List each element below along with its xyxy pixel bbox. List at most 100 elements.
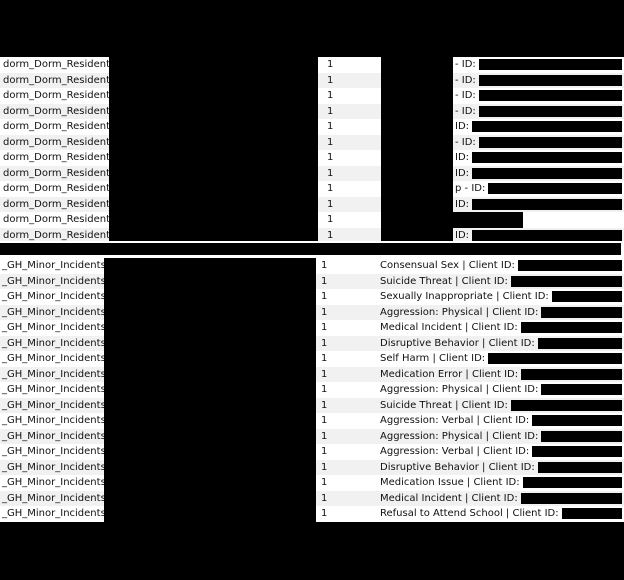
detail-text: - ID:: [455, 90, 476, 102]
table-row: _GH_Minor_Incidents 1 Consensual Sex | Cli…: [0, 258, 624, 274]
table-row: dorm_Dorm_Resident 1 ID:: [0, 196, 624, 212]
name-cell: dorm_Dorm_Resident: [0, 72, 109, 88]
detail-text: Medical Incident | Client ID:: [380, 492, 518, 504]
name-cell: dorm_Dorm_Resident: [0, 196, 109, 212]
redaction: [104, 459, 316, 475]
redaction: [510, 275, 622, 287]
name-text: _GH_Minor_Incidents: [2, 415, 104, 427]
redaction: [532, 446, 622, 458]
name-text: _GH_Minor_Incidents: [2, 430, 104, 442]
redaction: [381, 134, 453, 150]
redaction: [104, 490, 316, 506]
name-cell: _GH_Minor_Incidents: [0, 397, 104, 413]
name-cell: _GH_Minor_Incidents: [0, 428, 104, 444]
redaction: [537, 337, 622, 349]
detail-text: - ID:: [455, 136, 476, 148]
count-text: 1: [321, 260, 328, 272]
redaction: [520, 322, 622, 334]
count-cell: 1: [316, 397, 376, 413]
detail-text: - ID:: [455, 74, 476, 86]
redaction: [521, 368, 622, 380]
table-row: dorm_Dorm_Resident 1 - ID:: [0, 103, 624, 119]
detail-cell: Aggression: Physical | Client ID:: [376, 304, 624, 320]
name-text: dorm_Dorm_Resident: [3, 198, 109, 210]
name-text: _GH_Minor_Incidents: [2, 322, 104, 334]
redaction: [381, 181, 453, 197]
redaction: [381, 196, 453, 212]
count-cell: 1: [318, 134, 381, 150]
detail-cell: - ID:: [381, 72, 624, 88]
name-text: _GH_Minor_Incidents: [2, 353, 104, 365]
name-text: _GH_Minor_Incidents: [2, 291, 104, 303]
detail-text: Disruptive Behavior | Client ID:: [380, 461, 535, 473]
table-row: _GH_Minor_Incidents 1 Suicide Threat | Cli…: [0, 273, 624, 289]
table-row: _GH_Minor_Incidents 1 Medical Incident | C…: [0, 320, 624, 336]
redaction: [104, 320, 316, 336]
detail-cell: Medical Incident | Client ID:: [376, 320, 624, 336]
redaction: [532, 415, 622, 427]
count-cell: 1: [316, 351, 376, 367]
redaction: [381, 227, 453, 243]
name-cell: _GH_Minor_Incidents: [0, 320, 104, 336]
detail-text: Sexually Inappropriate | Client ID:: [380, 291, 549, 303]
table-row: _GH_Minor_Incidents 1 Suicide Threat | Cli…: [0, 397, 624, 413]
detail-text: ID:: [455, 198, 470, 210]
detail-text: Aggression: Verbal | Client ID:: [380, 446, 530, 458]
name-text: _GH_Minor_Incidents: [2, 477, 104, 489]
detail-text: - ID:: [455, 59, 476, 71]
name-cell: _GH_Minor_Incidents: [0, 366, 104, 382]
dorm-table: dorm_Dorm_Resident 1- ID: dorm_Dorm_Reside…: [0, 57, 624, 243]
detail-cell: Medication Error | Client ID:: [376, 366, 624, 382]
count-cell: 1: [316, 459, 376, 475]
count-text: 1: [321, 399, 328, 411]
detail-text: Medication Error | Client ID:: [380, 368, 519, 380]
detail-cell: Disruptive Behavior | Client ID:: [376, 459, 624, 475]
count-text: 1: [321, 306, 328, 318]
detail-text: Suicide Threat | Client ID:: [380, 275, 508, 287]
table-row: _GH_Minor_Incidents 1 Aggression: Physical…: [0, 428, 624, 444]
name-text: _GH_Minor_Incidents: [2, 492, 104, 504]
detail-cell: ID:: [381, 165, 624, 181]
redaction: [488, 353, 622, 365]
redaction: [104, 351, 316, 367]
table-row: _GH_Minor_Incidents 1 Aggression: Verbal |…: [0, 444, 624, 460]
name-text: dorm_Dorm_Resident: [3, 90, 109, 102]
detail-cell: Aggression: Verbal | Client ID:: [376, 413, 624, 429]
count-cell: 1: [316, 506, 376, 522]
name-cell: _GH_Minor_Incidents: [0, 490, 104, 506]
redaction: [104, 304, 316, 320]
name-text: _GH_Minor_Incidents: [2, 306, 104, 318]
redaction: [104, 413, 316, 429]
detail-cell: Aggression: Verbal | Client ID:: [376, 444, 624, 460]
count-text: 1: [327, 214, 334, 226]
table-row: _GH_Minor_Incidents 1 Aggression: Physical…: [0, 304, 624, 320]
redaction: [104, 506, 316, 522]
detail-cell: Disruptive Behavior | Client ID:: [376, 335, 624, 351]
count-cell: 1: [318, 212, 381, 228]
table-row: dorm_Dorm_Resident 1 ID:: [0, 227, 624, 243]
redaction: [104, 366, 316, 382]
detail-cell: ID:: [381, 227, 624, 243]
count-cell: 1: [318, 196, 381, 212]
count-text: 1: [327, 136, 334, 148]
redaction: [381, 150, 453, 166]
redaction: [478, 59, 622, 71]
detail-cell: Suicide Threat | Client ID:: [376, 273, 624, 289]
detail-text: Self Harm | Client ID:: [380, 353, 486, 365]
count-cell: 1: [316, 258, 376, 274]
detail-text: ID:: [455, 121, 470, 133]
detail-cell: Refusal to Attend School | Client ID:: [376, 506, 624, 522]
redacted-strip: [0, 241, 624, 258]
redaction: [478, 105, 622, 117]
count-cell: 1: [316, 335, 376, 351]
redaction: [381, 57, 453, 73]
table-row: _GH_Minor_Incidents 1 Aggression: Physical…: [0, 382, 624, 398]
detail-text: Consensual Sex | Client ID:: [380, 260, 515, 272]
table-row: dorm_Dorm_Resident 1 - ID:: [0, 88, 624, 104]
redaction: [104, 475, 316, 491]
redaction: [109, 165, 318, 181]
count-cell: 1: [316, 490, 376, 506]
count-cell: 1: [318, 72, 381, 88]
table-row: dorm_Dorm_Resident 1 p - ID:: [0, 181, 624, 197]
count-cell: 1: [316, 304, 376, 320]
